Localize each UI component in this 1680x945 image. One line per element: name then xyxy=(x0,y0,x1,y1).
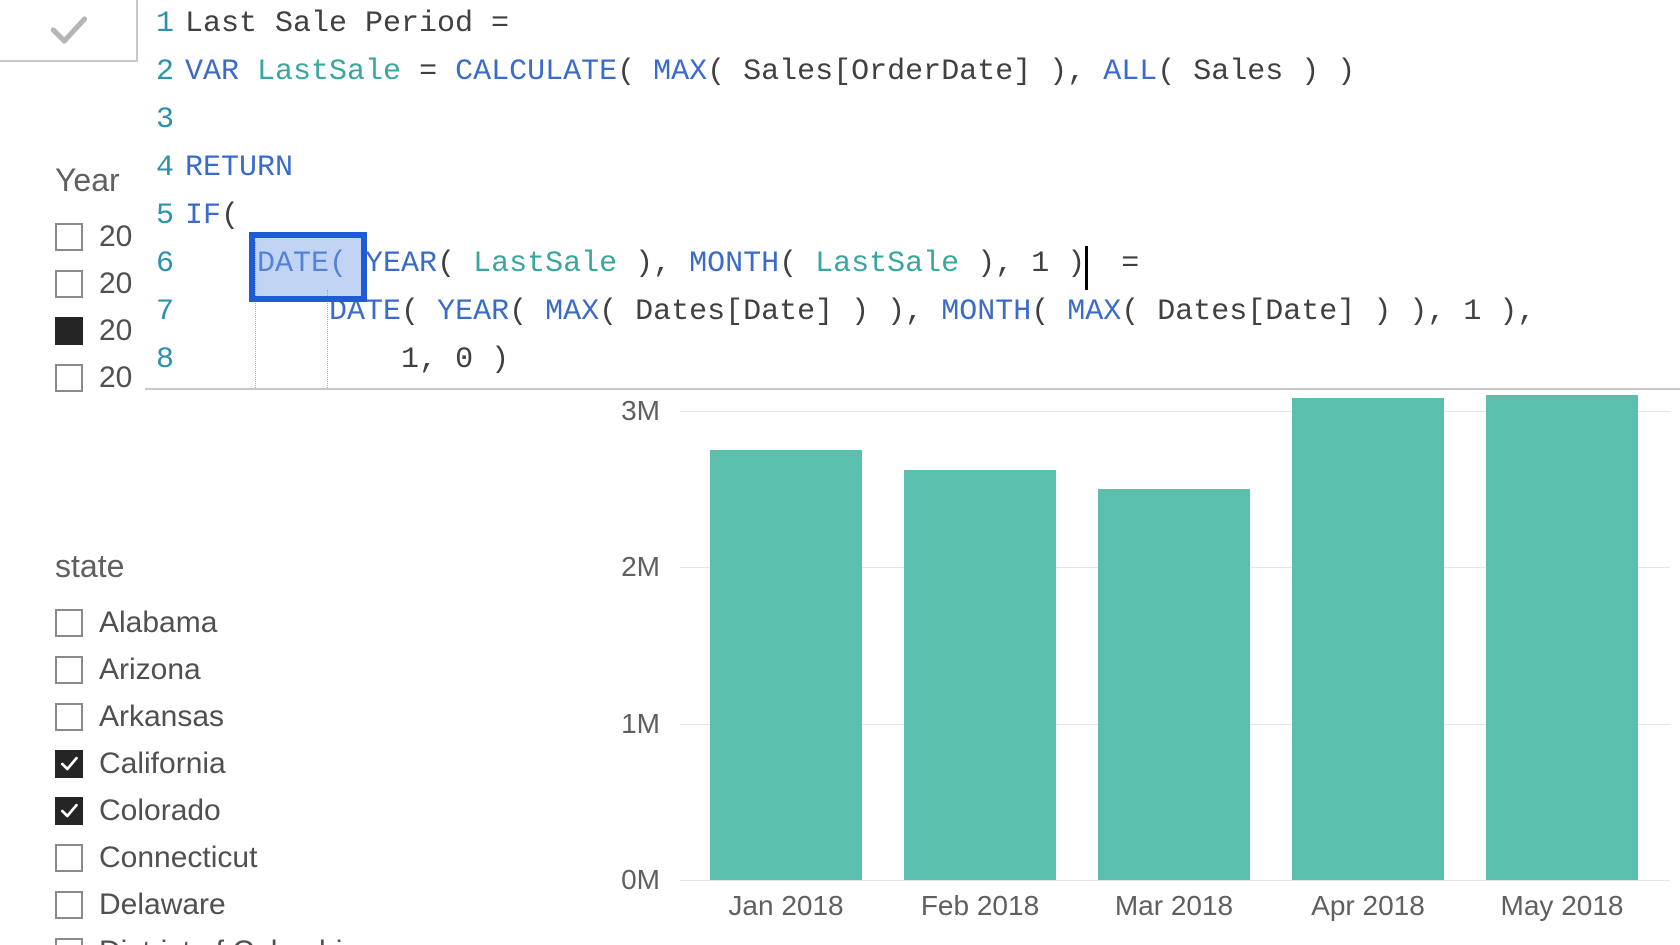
measure-name: Last Sale Period xyxy=(185,7,473,41)
slicer-item-label: Delaware xyxy=(99,888,226,922)
slicer-item-label: District of Columbia xyxy=(99,935,359,945)
kw-var: VAR xyxy=(185,55,239,89)
code-line: DATE( YEAR( LastSale ), MONTH( LastSale … xyxy=(185,240,1680,288)
chart-bar[interactable] xyxy=(1292,398,1444,880)
slicer-item-state[interactable]: Alabama xyxy=(55,599,435,646)
func-year: YEAR xyxy=(437,295,509,329)
col-ref: Dates[Date] xyxy=(1157,295,1355,329)
var-ref: LastSale xyxy=(473,247,617,281)
code-line: 1, 0 ) xyxy=(185,336,1680,384)
var-ref: LastSale xyxy=(815,247,959,281)
chart-bar[interactable] xyxy=(1486,395,1638,880)
slicer-item-label: 20 xyxy=(99,314,132,348)
num-literal: 1 xyxy=(1463,295,1481,329)
chart-x-tick-label: Jan 2018 xyxy=(701,890,871,922)
code-line: DATE( YEAR( MAX( Dates[Date] ) ), MONTH(… xyxy=(185,288,1680,336)
slicer-item-state[interactable]: Delaware xyxy=(55,881,435,928)
func-month: MONTH xyxy=(689,247,779,281)
kw-return: RETURN xyxy=(185,151,293,185)
func-if: IF xyxy=(185,199,221,233)
chart-x-tick-label: Apr 2018 xyxy=(1283,890,1453,922)
code-line: VAR LastSale = CALCULATE( MAX( Sales[Ord… xyxy=(185,48,1680,96)
chart-bar[interactable] xyxy=(710,450,862,880)
slicer-item-label: 20 xyxy=(99,267,132,301)
func-max: MAX xyxy=(1067,295,1121,329)
slicer-item-year[interactable]: 20 xyxy=(55,307,175,354)
func-month: MONTH xyxy=(941,295,1031,329)
checkmark-icon xyxy=(40,8,96,52)
func-max: MAX xyxy=(545,295,599,329)
slicer-item-label: California xyxy=(99,747,226,781)
chart-y-tick-label: 0M xyxy=(621,864,660,896)
slicer-item-label: Arizona xyxy=(99,653,201,687)
func-max: MAX xyxy=(653,55,707,89)
slicer-item-state[interactable]: California xyxy=(55,740,435,787)
line-number: 2 xyxy=(145,48,180,96)
table-ref: Sales xyxy=(1193,55,1283,89)
slicer-item-state[interactable]: Arkansas xyxy=(55,693,435,740)
dax-formula-editor[interactable]: 1 2 3 4 5 6 7 8 Last Sale Period = VAR L… xyxy=(145,0,1680,390)
chart-bar[interactable] xyxy=(904,470,1056,880)
chart-x-tick-label: Feb 2018 xyxy=(895,890,1065,922)
slicer-item-label: 20 xyxy=(99,220,132,254)
slicer-item-label: Arkansas xyxy=(99,700,224,734)
slicer-item-state[interactable]: Arizona xyxy=(55,646,435,693)
slicer-item-state[interactable]: District of Columbia xyxy=(55,928,435,945)
num-literal: 1 xyxy=(1031,247,1049,281)
formula-commit-button[interactable] xyxy=(0,0,138,62)
checkbox-icon[interactable] xyxy=(55,891,83,919)
code-line xyxy=(185,96,1680,144)
code-line: RETURN xyxy=(185,144,1680,192)
checkbox-icon[interactable] xyxy=(55,797,83,825)
code-area[interactable]: Last Sale Period = VAR LastSale = CALCUL… xyxy=(185,0,1680,388)
chart-bar[interactable] xyxy=(1098,489,1250,880)
slicer-item-label: 20 xyxy=(99,361,132,395)
checkbox-icon[interactable] xyxy=(55,750,83,778)
chart-x-tick-label: May 2018 xyxy=(1477,890,1647,922)
slicer-item-year[interactable]: 20 xyxy=(55,213,175,260)
checkbox-icon[interactable] xyxy=(55,223,83,251)
checkbox-icon[interactable] xyxy=(55,703,83,731)
checkbox-icon[interactable] xyxy=(55,844,83,872)
line-number: 1 xyxy=(145,0,180,48)
slicer-item-year[interactable]: 20 xyxy=(55,354,175,401)
checkbox-icon[interactable] xyxy=(55,656,83,684)
sales-bar-chart[interactable]: 0M 1M 2M 3M Jan 2018 Feb 2018 Mar 2018 Apr 201… xyxy=(540,395,1670,935)
col-ref: Dates[Date] xyxy=(635,295,833,329)
checkbox-icon[interactable] xyxy=(55,364,83,392)
code-line: Last Sale Period = xyxy=(185,0,1680,48)
func-calculate: CALCULATE xyxy=(455,55,617,89)
line-number: 3 xyxy=(145,96,180,144)
num-literal: 0 xyxy=(455,343,473,377)
col-ref: Sales[OrderDate] xyxy=(743,55,1031,89)
chart-y-tick-label: 1M xyxy=(621,708,660,740)
text-cursor xyxy=(1085,246,1088,290)
func-date: DATE( xyxy=(257,247,347,281)
checkbox-icon[interactable] xyxy=(55,317,83,345)
slicer-item-year[interactable]: 20 xyxy=(55,260,175,307)
slicer-title: state xyxy=(55,548,435,585)
year-slicer[interactable]: Year 20 20 20 20 xyxy=(55,162,175,401)
slicer-title: Year xyxy=(55,162,175,199)
slicer-item-label: Connecticut xyxy=(99,841,257,875)
num-literal: 1 xyxy=(401,343,419,377)
checkbox-icon[interactable] xyxy=(55,938,83,945)
chart-gridline xyxy=(680,880,1670,881)
checkbox-icon[interactable] xyxy=(55,609,83,637)
func-date: DATE xyxy=(329,295,401,329)
chart-plot-area xyxy=(690,395,1670,880)
chart-x-tick-label: Mar 2018 xyxy=(1089,890,1259,922)
func-year: YEAR xyxy=(365,247,437,281)
func-all: ALL xyxy=(1103,55,1157,89)
chart-y-tick-label: 2M xyxy=(621,551,660,583)
code-line: IF( xyxy=(185,192,1680,240)
slicer-item-state[interactable]: Connecticut xyxy=(55,834,435,881)
slicer-item-label: Alabama xyxy=(99,606,217,640)
state-slicer[interactable]: state Alabama Arizona Arkansas California Co… xyxy=(55,548,435,945)
var-name: LastSale xyxy=(257,55,401,89)
slicer-item-label: Colorado xyxy=(99,794,221,828)
checkbox-icon[interactable] xyxy=(55,270,83,298)
chart-y-tick-label: 3M xyxy=(621,395,660,427)
slicer-item-state[interactable]: Colorado xyxy=(55,787,435,834)
